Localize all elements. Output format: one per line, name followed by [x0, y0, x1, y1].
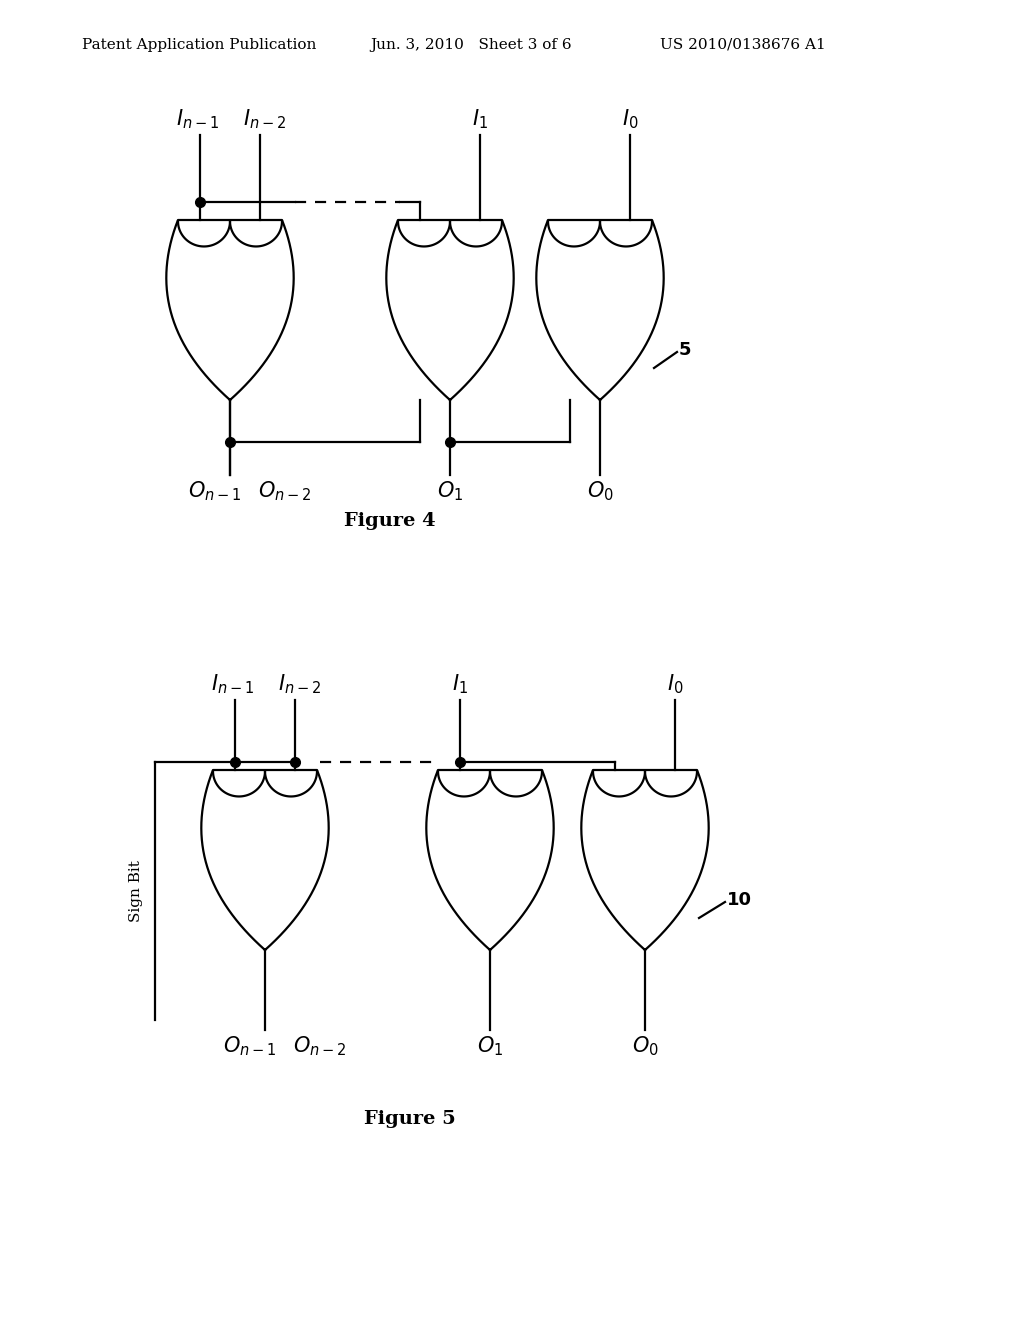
- Text: $O_{1}$: $O_{1}$: [477, 1034, 503, 1057]
- Text: $O_{n-2}$: $O_{n-2}$: [258, 479, 311, 503]
- Text: $I_{0}$: $I_{0}$: [667, 672, 683, 696]
- Text: $I_{1}$: $I_{1}$: [452, 672, 468, 696]
- Text: $O_{n-2}$: $O_{n-2}$: [293, 1034, 347, 1057]
- Polygon shape: [386, 220, 514, 400]
- Polygon shape: [426, 770, 554, 950]
- Text: $I_{0}$: $I_{0}$: [622, 107, 638, 131]
- Text: $I_{n-1}$: $I_{n-1}$: [211, 672, 255, 696]
- Text: $O_{0}$: $O_{0}$: [632, 1034, 658, 1057]
- Text: 5: 5: [679, 341, 691, 359]
- Text: $O_{n-1}$: $O_{n-1}$: [223, 1034, 276, 1057]
- Text: $O_{0}$: $O_{0}$: [587, 479, 613, 503]
- Text: $I_{n-2}$: $I_{n-2}$: [279, 672, 322, 696]
- Text: US 2010/0138676 A1: US 2010/0138676 A1: [660, 38, 825, 51]
- Text: 10: 10: [727, 891, 752, 909]
- Text: $I_{n-1}$: $I_{n-1}$: [176, 107, 219, 131]
- Polygon shape: [166, 220, 294, 400]
- Text: $I_{n-2}$: $I_{n-2}$: [244, 107, 287, 131]
- Text: $O_{1}$: $O_{1}$: [437, 479, 463, 503]
- Text: Figure 5: Figure 5: [365, 1110, 456, 1129]
- Text: Figure 4: Figure 4: [344, 512, 436, 531]
- Polygon shape: [202, 770, 329, 950]
- Text: $I_{1}$: $I_{1}$: [472, 107, 488, 131]
- Polygon shape: [537, 220, 664, 400]
- Text: $O_{n-1}$: $O_{n-1}$: [188, 479, 242, 503]
- Text: Sign Bit: Sign Bit: [129, 861, 143, 921]
- Text: Patent Application Publication: Patent Application Publication: [82, 38, 316, 51]
- Text: Jun. 3, 2010   Sheet 3 of 6: Jun. 3, 2010 Sheet 3 of 6: [370, 38, 571, 51]
- Polygon shape: [582, 770, 709, 950]
